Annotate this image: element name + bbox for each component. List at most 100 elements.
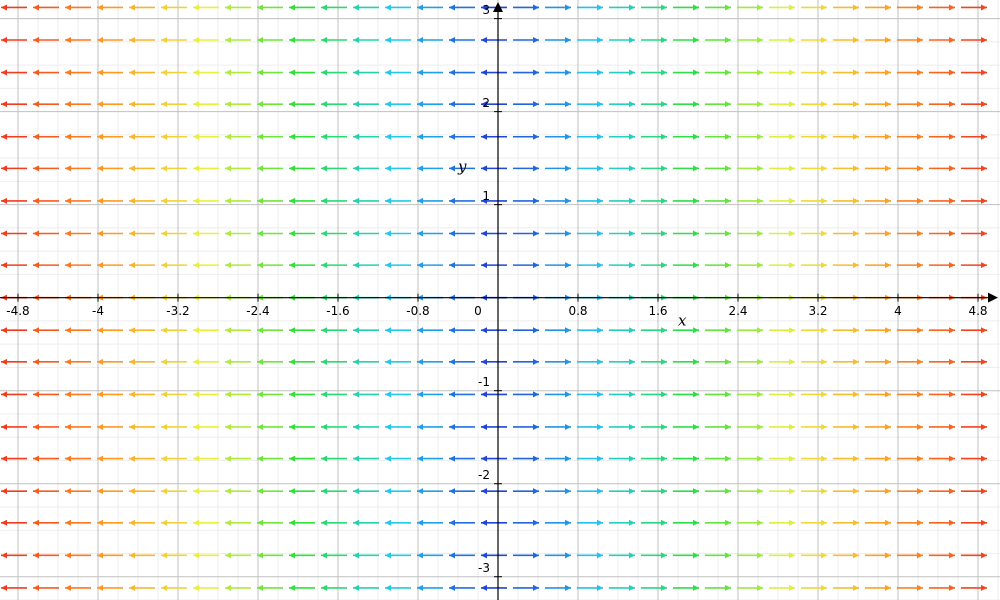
x-tick-label: 3.2 [808, 304, 827, 318]
vector-arrow [417, 391, 443, 398]
vector-arrow [65, 4, 91, 11]
vector-arrow [801, 101, 827, 108]
arrow-head [981, 165, 987, 172]
vector-arrow [609, 69, 635, 76]
vector-arrow [289, 584, 315, 591]
vector-arrow [97, 455, 123, 462]
vector-arrow [65, 519, 91, 526]
arrow-head [97, 133, 103, 140]
vector-arrow [481, 165, 507, 172]
vector-arrow [897, 584, 923, 591]
vector-arrow [513, 584, 539, 591]
vector-arrow [129, 552, 155, 559]
vector-arrow [705, 519, 731, 526]
vector-arrow [161, 4, 187, 11]
arrow-head [629, 391, 635, 398]
vector-arrow [641, 133, 667, 140]
vector-arrow [97, 165, 123, 172]
arrow-head [161, 391, 167, 398]
vector-arrow [897, 488, 923, 495]
arrow-head [853, 358, 859, 365]
arrow-head [949, 69, 955, 76]
vector-arrow [193, 358, 219, 365]
arrow-head [353, 552, 359, 559]
arrow-head [257, 69, 263, 76]
arrow-head [129, 197, 135, 204]
vector-arrow [737, 327, 763, 334]
vector-arrow [545, 69, 571, 76]
arrow-head [693, 37, 699, 43]
arrow-head [449, 519, 455, 526]
arrow-head [949, 519, 955, 526]
arrow-head [565, 69, 571, 76]
vector-arrow [65, 37, 91, 43]
arrow-head [385, 133, 391, 140]
arrow-head [161, 488, 167, 495]
vector-arrow [513, 455, 539, 462]
arrow-head [725, 37, 731, 43]
vector-arrow [641, 37, 667, 43]
arrow-head [597, 455, 603, 462]
arrow-head [821, 101, 827, 108]
arrow-head [533, 262, 539, 269]
vector-arrow [609, 230, 635, 237]
vector-arrow [33, 230, 59, 237]
vector-field [1, 4, 987, 591]
vector-arrow [449, 423, 475, 430]
arrow-head [97, 519, 103, 526]
y-axis-arrow [493, 2, 503, 12]
vector-arrow [865, 423, 891, 430]
arrow-head [353, 488, 359, 495]
vector-arrow [545, 584, 571, 591]
arrow-head [97, 230, 103, 237]
vector-arrow [929, 391, 955, 398]
vector-arrow [961, 133, 987, 140]
arrow-head [65, 165, 71, 172]
arrow-head [1, 197, 7, 204]
arrow-head [481, 69, 487, 76]
vector-arrow [417, 327, 443, 334]
arrow-head [193, 488, 199, 495]
arrow-head [853, 4, 859, 11]
arrow-head [353, 37, 359, 43]
arrow-head [193, 455, 199, 462]
arrow-head [597, 230, 603, 237]
arrow-head [789, 519, 795, 526]
arrow-head [33, 584, 39, 591]
vector-arrow [1, 327, 27, 334]
arrow-head [1, 262, 7, 269]
vector-arrow [33, 37, 59, 43]
vector-arrow [33, 327, 59, 334]
vector-arrow [769, 133, 795, 140]
x-tick-label: 2.4 [728, 304, 747, 318]
vector-arrow [577, 391, 603, 398]
arrow-head [821, 262, 827, 269]
vector-arrow [769, 358, 795, 365]
x-tick-label: -4 [92, 304, 104, 318]
vector-arrow [897, 455, 923, 462]
vector-arrow [609, 455, 635, 462]
arrow-head [981, 327, 987, 334]
arrow-head [161, 584, 167, 591]
arrow-head [481, 197, 487, 204]
arrow-head [97, 391, 103, 398]
vector-arrow [321, 230, 347, 237]
vector-arrow [545, 37, 571, 43]
vector-arrow [737, 584, 763, 591]
vector-arrow [673, 230, 699, 237]
vector-arrow [609, 391, 635, 398]
arrow-head [533, 37, 539, 43]
vector-arrow [289, 197, 315, 204]
arrow-head [257, 37, 263, 43]
vector-arrow [449, 230, 475, 237]
x-tick-label: -4.8 [6, 304, 29, 318]
vector-arrow [321, 327, 347, 334]
arrow-head [981, 37, 987, 43]
arrow-head [65, 230, 71, 237]
vector-arrow [417, 584, 443, 591]
vector-arrow [897, 133, 923, 140]
vector-arrow [833, 488, 859, 495]
arrow-head [289, 584, 295, 591]
arrow-head [693, 488, 699, 495]
